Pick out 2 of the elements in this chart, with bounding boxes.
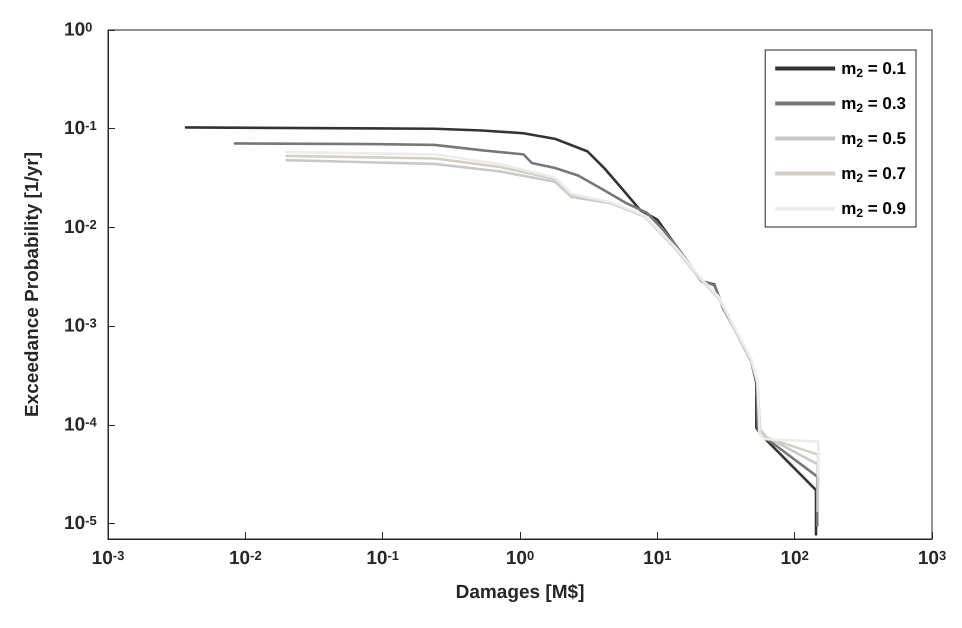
x-axis-title: Damages [M$] (456, 582, 584, 603)
y-axis-title: Exceedance Probability [1/yr] (22, 152, 43, 418)
